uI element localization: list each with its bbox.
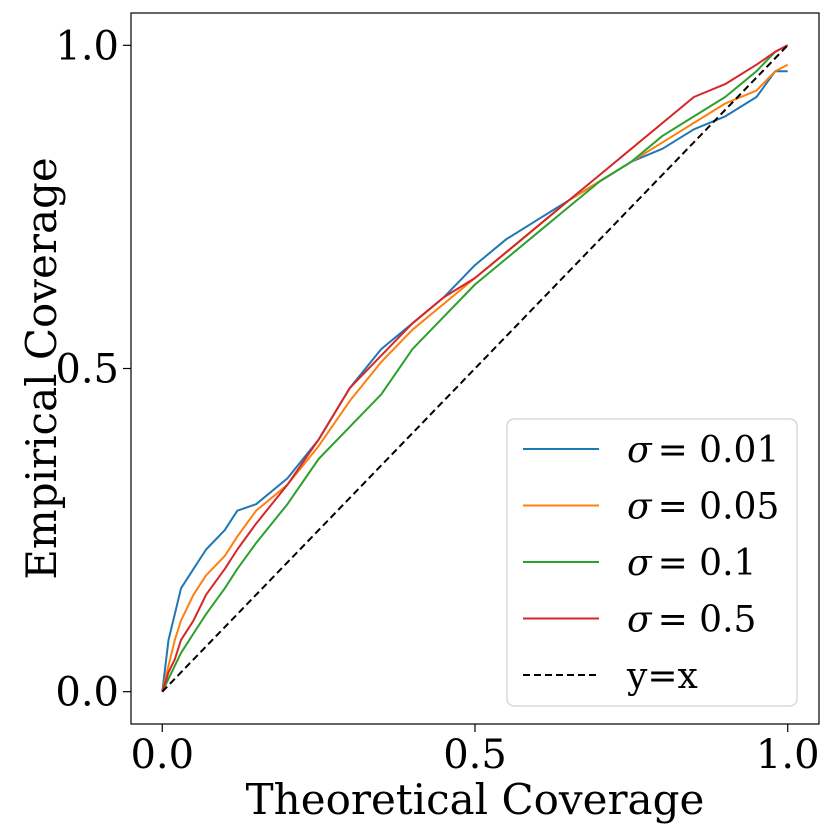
y-axis-label: Empirical Coverage bbox=[17, 157, 66, 580]
y-tick-label: 0.5 bbox=[55, 347, 119, 393]
legend-box bbox=[506, 418, 798, 707]
series-line-5 bbox=[161, 44, 789, 693]
legend-label-4: σ = 0.5 bbox=[627, 600, 756, 641]
ticks-layer: 0.0 0.5 1.0 0.0 0.5 1.0 bbox=[55, 23, 819, 778]
x-tick-label: 0.0 bbox=[130, 732, 194, 778]
legend-label-1: σ = 0.01 bbox=[627, 430, 779, 471]
series-line-4 bbox=[161, 44, 789, 693]
legend-label-5: y=x bbox=[626, 656, 698, 697]
legend: σ = 0.01 σ = 0.05 σ = 0.1 σ = 0.5 y=x bbox=[506, 418, 798, 707]
x-tick-label: 1.0 bbox=[756, 732, 820, 778]
legend-label-3: σ = 0.1 bbox=[627, 543, 756, 584]
legend-label-2: σ = 0.05 bbox=[627, 487, 779, 528]
x-axis-label: Theoretical Coverage bbox=[246, 775, 705, 824]
y-tick-label: 0.0 bbox=[55, 670, 119, 716]
series-line-2 bbox=[161, 63, 789, 692]
y-tick-label: 1.0 bbox=[55, 23, 119, 69]
series-layer bbox=[161, 44, 789, 693]
series-line-3 bbox=[161, 44, 789, 693]
x-tick-label: 0.5 bbox=[443, 732, 507, 778]
